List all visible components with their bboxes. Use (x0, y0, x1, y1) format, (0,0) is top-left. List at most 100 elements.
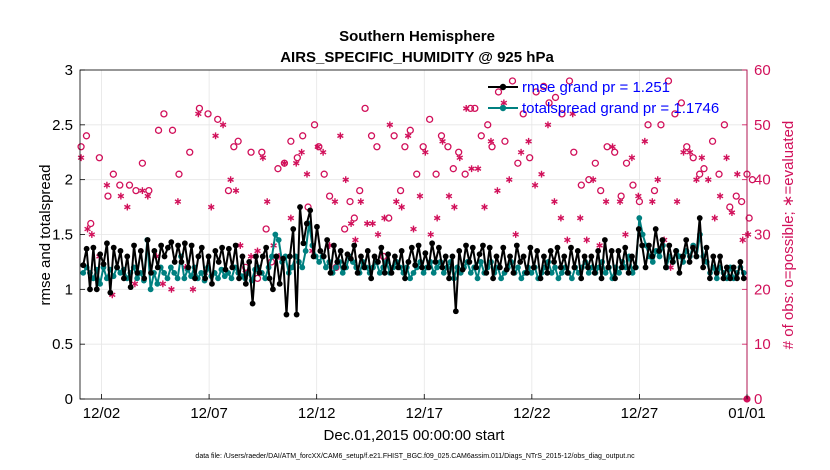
rmse-point (415, 242, 422, 249)
obs-possible-point (425, 115, 434, 123)
obs-possible-point (671, 110, 679, 118)
rmse-point (120, 275, 127, 282)
obs-evaluated-point (347, 220, 355, 227)
totalspread-point (339, 269, 346, 276)
totalspread-point (275, 237, 282, 243)
rmse-point (652, 226, 659, 232)
x-tick-label: 12/17 (405, 405, 443, 422)
totalspread-point (262, 275, 269, 282)
obs-possible-point (367, 132, 376, 140)
rmse-point (148, 269, 154, 276)
x-axis-label: Dec.01,2015 00:00:00 start (324, 427, 506, 444)
obs-evaluated-point (704, 176, 712, 184)
obs-evaluated-point (374, 231, 382, 238)
obs-evaluated-point (314, 143, 322, 151)
obs-evaluated-point (538, 170, 545, 178)
rmse-point (388, 269, 395, 276)
rmse-point (503, 266, 510, 273)
obs-possible-point (406, 126, 414, 134)
rmse-point (581, 253, 588, 260)
obs-possible-point (532, 88, 540, 96)
obs-possible-point (116, 181, 124, 189)
rmse-point (141, 275, 148, 282)
totalspread-point (410, 269, 417, 276)
rmse-point (300, 240, 307, 247)
obs-possible-point (700, 165, 708, 173)
rmse-point (97, 251, 104, 258)
rmse-point (561, 253, 568, 260)
obs-evaluated-point (512, 231, 519, 238)
legend-spread-label: totalspread grand pr = 1.1746 (522, 100, 719, 117)
obs-possible-point (299, 132, 307, 140)
obs-possible-point (204, 110, 212, 118)
obs-possible-point (519, 110, 527, 118)
totalspread-point (656, 253, 663, 260)
obs-evaluated-point (531, 181, 539, 189)
totalspread-point (272, 231, 279, 238)
rmse-point (354, 269, 361, 276)
rmse-point (273, 253, 280, 260)
rmse-point (368, 275, 375, 282)
rmse-point (175, 242, 181, 249)
rmse-point (436, 244, 442, 251)
rmse-point (408, 244, 415, 251)
rmse-point (496, 264, 503, 271)
totalspread-point (515, 264, 521, 271)
rmse-point (144, 237, 151, 243)
rmse-point (490, 275, 497, 282)
rmse-point (185, 264, 192, 271)
rmse-point (398, 248, 405, 254)
obs-evaluated-point (88, 231, 96, 238)
rmse-point (629, 253, 635, 260)
rmse-point (659, 237, 666, 243)
rmse-point (449, 253, 456, 260)
obs-evaluated-point (462, 104, 470, 112)
obs-evaluated-point (576, 214, 584, 222)
rmse-point (740, 275, 747, 282)
obs-possible-point (558, 110, 566, 118)
rmse-point (341, 264, 347, 271)
rmse-point (693, 253, 700, 260)
rmse-point (686, 259, 693, 265)
rmse-point (239, 253, 246, 260)
obs-evaluated-point (739, 236, 746, 244)
rmse-point (452, 308, 459, 315)
legend: rmse grand pr = 1.251 totalspread grand … (488, 79, 719, 117)
totalspread-point (467, 269, 474, 276)
obs-evaluated-point (287, 214, 295, 222)
rmse-point (337, 248, 344, 254)
rmse-point (259, 253, 266, 260)
obs-evaluated-point (410, 225, 417, 233)
rmse-point (202, 275, 209, 282)
rmse-point (656, 248, 662, 254)
rmse-point (642, 264, 649, 271)
obs-possible-point (186, 148, 194, 156)
rmse-point (334, 259, 341, 265)
rmse-point (219, 244, 226, 251)
y2-axis-label: # of obs: o=possible; ∗=evaluated (780, 121, 797, 350)
obs-possible-point (234, 137, 242, 145)
rmse-point (344, 251, 351, 258)
obs-evaluated-point (525, 137, 532, 145)
rmse-point (154, 264, 161, 271)
rmse-point (635, 226, 642, 232)
rmse-point (165, 244, 171, 251)
obs-possible-point (230, 143, 238, 151)
obs-evaluated-point (404, 132, 412, 140)
rmse-series (80, 204, 747, 318)
rmse-point (493, 253, 500, 260)
rmse-point (703, 244, 710, 251)
rmse-point (605, 264, 612, 271)
totalspread-point (171, 269, 178, 276)
x-tick-label: 01/01 (728, 405, 766, 422)
rmse-point (347, 255, 354, 262)
rmse-point (541, 253, 547, 260)
rmse-point (215, 259, 222, 265)
obs-possible-point (95, 154, 104, 162)
rmse-point (310, 253, 317, 260)
totalspread-point (478, 259, 484, 265)
y-tick-label: 1.5 (52, 227, 73, 244)
rmse-point (588, 253, 595, 260)
obs-possible-point (494, 88, 503, 96)
chart-subtitle: AIRS_SPECIFIC_HUMIDITY @ 925 hPa (280, 49, 554, 66)
